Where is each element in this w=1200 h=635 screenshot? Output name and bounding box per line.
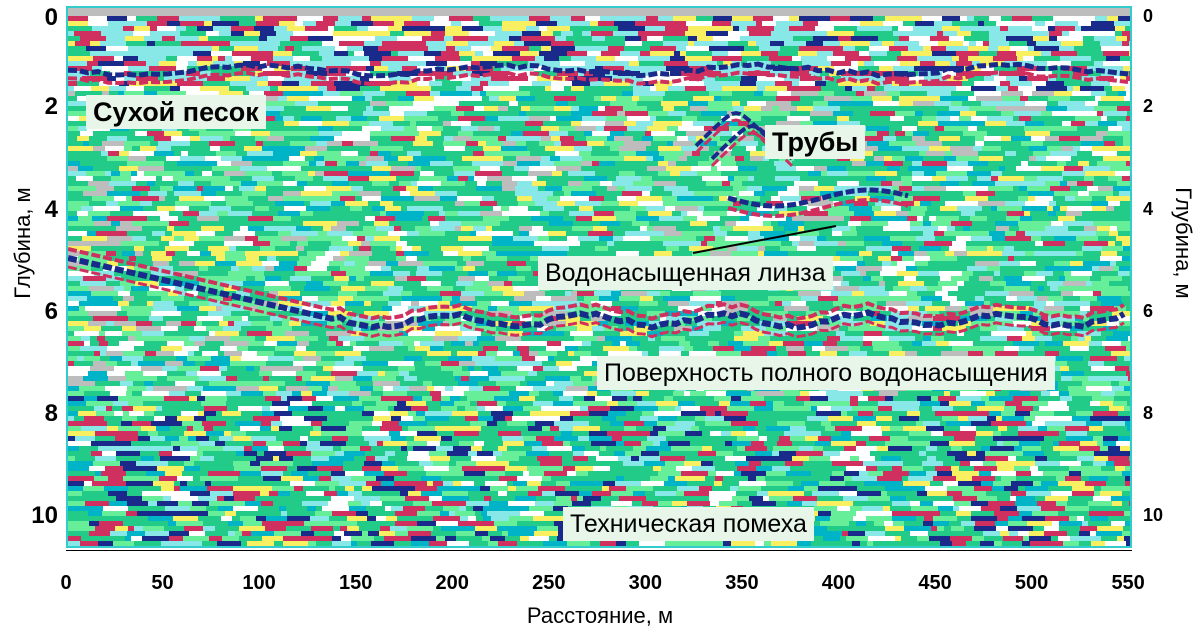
y-tick-right-0: 0 <box>1143 6 1154 26</box>
annotation-dry-sand: Сухой песок <box>86 95 266 129</box>
annotation-saturation-surface: Поверхность полного водонасыщения <box>597 356 1055 390</box>
y-tick-left-8: 8 <box>44 400 58 428</box>
radargram-plot <box>66 6 1132 548</box>
y-axis-label-right: Глубина, м <box>1171 187 1196 299</box>
x-tick-100: 100 <box>242 572 276 594</box>
x-tick-0: 0 <box>60 572 72 594</box>
y-tick-left-4: 4 <box>44 195 58 223</box>
x-axis-line <box>66 550 1132 551</box>
y-tick-left-2: 2 <box>44 93 58 121</box>
annotation-pipes: Трубы <box>765 125 866 159</box>
x-tick-400: 400 <box>821 572 856 594</box>
x-tick-150: 150 <box>338 572 373 594</box>
x-tick-500: 500 <box>1014 572 1049 594</box>
x-axis-label: Расстояние, м <box>526 603 674 628</box>
x-tick-250: 250 <box>532 572 566 594</box>
y-tick-left-0: 0 <box>44 4 58 31</box>
x-tick-200: 200 <box>435 572 469 594</box>
x-tick-450: 450 <box>918 572 952 594</box>
x-tick-50: 50 <box>151 572 174 594</box>
y-tick-left-6: 6 <box>44 297 58 325</box>
y-tick-left-10: 10 <box>31 502 58 530</box>
annotation-water-lens: Водонасыщенная линза <box>538 256 833 290</box>
y-tick-right-8: 8 <box>1143 403 1154 424</box>
radargram-image <box>68 8 1130 546</box>
x-tick-550: 550 <box>1111 572 1145 594</box>
y-tick-right-6: 6 <box>1143 300 1154 321</box>
y-axis-label-left: Глубина, м <box>10 187 35 299</box>
x-tick-300: 300 <box>628 572 663 594</box>
y-tick-right-2: 2 <box>1143 96 1154 117</box>
x-tick-350: 350 <box>725 572 759 594</box>
y-tick-right-4: 4 <box>1143 198 1154 219</box>
y-tick-right-10: 10 <box>1143 505 1164 526</box>
annotation-tech-noise: Техническая помеха <box>563 507 814 541</box>
